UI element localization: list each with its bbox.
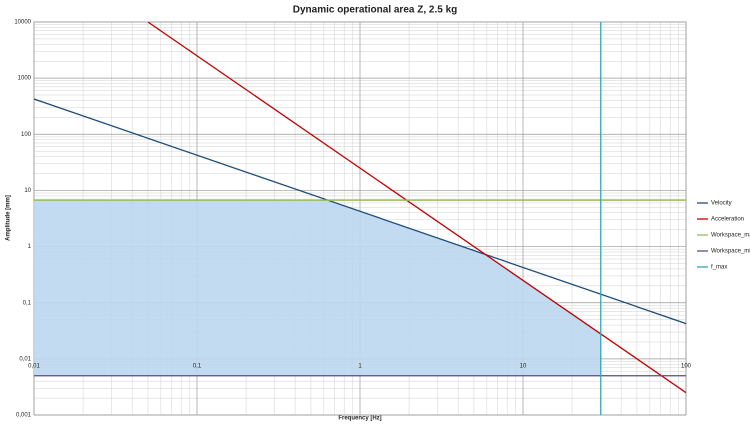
chart-title: Dynamic operational area Z, 2.5 kg [293,5,458,16]
x-tick-label: 10 [520,364,527,370]
legend-label: Acceleration [711,217,744,223]
y-tick-label: 0,1 [23,300,32,306]
y-tick-label: 0,01 [19,356,31,362]
legend-label: Velocity [711,201,732,207]
y-tick-label: 10 [24,188,31,194]
y-axis-title: Amplitude [mm] [6,195,12,241]
operating-area [34,200,601,376]
y-tick-label: 100 [21,132,32,138]
y-tick-label: 1000 [18,76,32,82]
legend-label: Workspace_max [711,233,750,239]
x-tick-label: 0,01 [28,364,40,370]
legend-label: Workspace_min [711,249,750,255]
x-axis-title: Frequency [Hz] [338,416,381,422]
x-tick-label: 1 [358,364,362,370]
labels: 0,01 0,1 1 10 100 0,001 0,01 0,1 1 10 100 1000 10000… [14,20,750,419]
y-tick-label: 10000 [14,20,31,26]
y-tick-label: 0,001 [16,413,32,419]
x-tick-label: 100 [681,364,692,370]
legend-label: f_max [711,265,727,271]
series-line [34,98,686,325]
series-layer [34,22,686,415]
series-line [147,22,686,394]
x-tick-label: 0,1 [193,364,202,370]
fill-layer [34,200,601,376]
y-tick-label: 1 [28,244,32,250]
